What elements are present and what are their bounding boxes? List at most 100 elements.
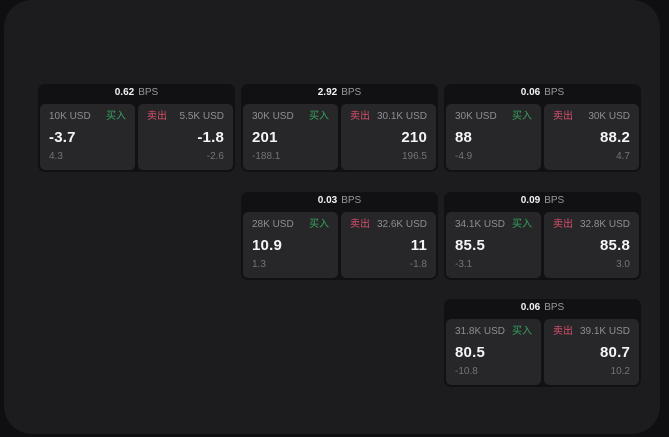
quote-card-4: 0.03 BPS 28K USD 买入 10.9 1.3 卖出 32.6K US…: [241, 192, 438, 280]
sell-panel[interactable]: 卖出 39.1K USD 80.7 10.2: [544, 319, 639, 385]
buy-panel-header: 30K USD 买入: [455, 111, 532, 123]
bps-value: 0.06: [520, 302, 541, 313]
sell-change: 4.7: [616, 151, 630, 162]
buy-tag: 买入: [106, 111, 126, 122]
buy-change: -10.8: [455, 366, 478, 377]
sell-size: 30.1K USD: [376, 111, 427, 122]
sell-size: 30K USD: [588, 111, 630, 122]
buy-size: 28K USD: [252, 219, 294, 230]
buy-panel-header: 30K USD 买入: [252, 111, 329, 123]
buy-tag: 买入: [309, 111, 329, 122]
sell-price: 88.2: [600, 128, 630, 146]
buy-panel[interactable]: 10K USD 买入 -3.7 4.3: [40, 104, 135, 170]
buy-size: 34.1K USD: [455, 219, 506, 230]
buy-panel[interactable]: 34.1K USD 买入 85.5 -3.1: [446, 212, 541, 278]
buy-change: 4.3: [49, 151, 63, 162]
sell-tag: 卖出: [147, 111, 167, 122]
bps-unit-label: BPS: [544, 87, 565, 98]
sell-panel-header: 卖出 30K USD: [553, 111, 630, 123]
bps-unit-label: BPS: [341, 87, 362, 98]
card-header: 0.06 BPS: [444, 299, 641, 317]
bps-value: 0.06: [520, 87, 541, 98]
sell-tag: 卖出: [553, 219, 573, 230]
card-header: 0.03 BPS: [241, 192, 438, 210]
buy-panel[interactable]: 30K USD 买入 88 -4.9: [446, 104, 541, 170]
sell-tag: 卖出: [553, 111, 573, 122]
buy-change: 1.3: [252, 259, 266, 270]
buy-change: -188.1: [252, 151, 281, 162]
buy-price: 80.5: [455, 343, 485, 361]
sell-price: 85.8: [600, 236, 630, 254]
quote-card-5: 0.09 BPS 34.1K USD 买入 85.5 -3.1 卖出 32.8K…: [444, 192, 641, 280]
buy-tag: 买入: [512, 326, 532, 337]
sell-change: -2.6: [206, 151, 224, 162]
buy-price: 85.5: [455, 236, 485, 254]
quote-card-2: 2.92 BPS 30K USD 买入 201 -188.1 卖出 30.1K …: [241, 84, 438, 172]
buy-change: -4.9: [455, 151, 473, 162]
buy-panel[interactable]: 28K USD 买入 10.9 1.3: [243, 212, 338, 278]
sell-panel-header: 卖出 32.6K USD: [350, 219, 427, 231]
sell-panel-header: 卖出 30.1K USD: [350, 111, 427, 123]
buy-panel-header: 31.8K USD 买入: [455, 326, 532, 338]
sell-price: 11: [410, 236, 427, 254]
card-body: 30K USD 买入 201 -188.1 卖出 30.1K USD 210 1…: [241, 104, 438, 170]
sell-size: 32.8K USD: [579, 219, 630, 230]
sell-size: 39.1K USD: [579, 326, 630, 337]
bps-unit-label: BPS: [341, 195, 362, 206]
sell-size: 32.6K USD: [376, 219, 427, 230]
quote-card-3: 0.06 BPS 30K USD 买入 88 -4.9 卖出 30K USD: [444, 84, 641, 172]
card-header: 2.92 BPS: [241, 84, 438, 102]
buy-panel-header: 10K USD 买入: [49, 111, 126, 123]
sell-change: -1.8: [409, 259, 427, 270]
buy-price: -3.7: [49, 128, 76, 146]
sell-price: 80.7: [600, 343, 630, 361]
buy-price: 10.9: [252, 236, 282, 254]
quote-card-1: 0.62 BPS 10K USD 买入 -3.7 4.3 卖出 5.5K USD: [38, 84, 235, 172]
buy-panel-header: 28K USD 买入: [252, 219, 329, 231]
card-body: 30K USD 买入 88 -4.9 卖出 30K USD 88.2 4.7: [444, 104, 641, 170]
sell-change: 196.5: [401, 151, 427, 162]
buy-change: -3.1: [455, 259, 473, 270]
sell-panel[interactable]: 卖出 32.8K USD 85.8 3.0: [544, 212, 639, 278]
buy-price: 201: [252, 128, 278, 146]
buy-size: 31.8K USD: [455, 326, 506, 337]
buy-size: 10K USD: [49, 111, 91, 122]
buy-panel[interactable]: 31.8K USD 买入 80.5 -10.8: [446, 319, 541, 385]
sell-price: 210: [401, 128, 427, 146]
buy-size: 30K USD: [252, 111, 294, 122]
bps-value: 0.62: [114, 87, 135, 98]
sell-panel[interactable]: 卖出 32.6K USD 11 -1.8: [341, 212, 436, 278]
card-body: 31.8K USD 买入 80.5 -10.8 卖出 39.1K USD 80.…: [444, 319, 641, 385]
sell-change: 10.2: [610, 366, 630, 377]
buy-tag: 买入: [512, 219, 532, 230]
bps-value: 0.09: [520, 195, 541, 206]
card-header: 0.62 BPS: [38, 84, 235, 102]
sell-panel-header: 卖出 5.5K USD: [147, 111, 224, 123]
sell-panel[interactable]: 卖出 30K USD 88.2 4.7: [544, 104, 639, 170]
sell-panel-header: 卖出 39.1K USD: [553, 326, 630, 338]
buy-panel[interactable]: 30K USD 买入 201 -188.1: [243, 104, 338, 170]
sell-panel-header: 卖出 32.8K USD: [553, 219, 630, 231]
buy-price: 88: [455, 128, 473, 146]
sell-price: -1.8: [197, 128, 224, 146]
card-header: 0.09 BPS: [444, 192, 641, 210]
card-body: 34.1K USD 买入 85.5 -3.1 卖出 32.8K USD 85.8…: [444, 212, 641, 278]
sell-panel[interactable]: 卖出 30.1K USD 210 196.5: [341, 104, 436, 170]
sell-size: 5.5K USD: [179, 111, 224, 122]
bps-unit-label: BPS: [544, 195, 565, 206]
quote-card-6: 0.06 BPS 31.8K USD 买入 80.5 -10.8 卖出 39.1…: [444, 299, 641, 387]
sell-tag: 卖出: [350, 219, 370, 230]
buy-tag: 买入: [512, 111, 532, 122]
bps-value: 0.03: [317, 195, 338, 206]
bps-unit-label: BPS: [138, 87, 159, 98]
quotes-board: 0.62 BPS 10K USD 买入 -3.7 4.3 卖出 5.5K USD: [4, 0, 660, 434]
buy-tag: 买入: [309, 219, 329, 230]
sell-tag: 卖出: [553, 326, 573, 337]
sell-panel[interactable]: 卖出 5.5K USD -1.8 -2.6: [138, 104, 233, 170]
card-header: 0.06 BPS: [444, 84, 641, 102]
bps-unit-label: BPS: [544, 302, 565, 313]
buy-size: 30K USD: [455, 111, 497, 122]
sell-tag: 卖出: [350, 111, 370, 122]
bps-value: 2.92: [317, 87, 338, 98]
